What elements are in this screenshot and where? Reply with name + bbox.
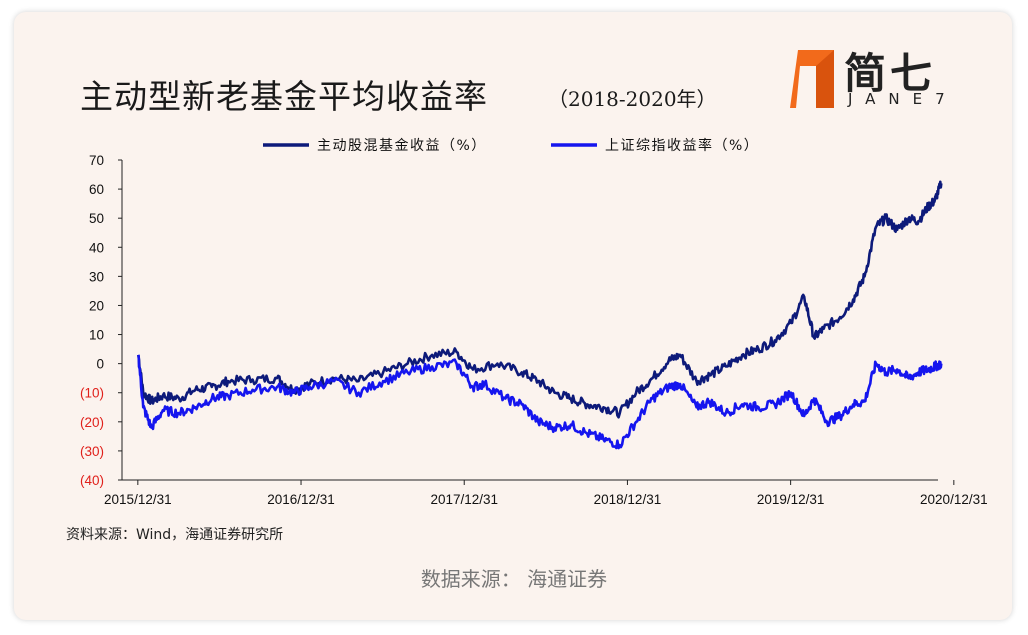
y-tick-label: (20) <box>80 415 104 430</box>
x-tick-label: 2016/12/31 <box>267 492 335 507</box>
y-tick-label: 60 <box>89 182 104 197</box>
x-tick-label: 2017/12/31 <box>430 492 498 507</box>
y-tick-label: 70 <box>89 153 104 168</box>
jane7-logo-mark-icon <box>790 50 834 108</box>
x-axis: 2015/12/31 2016/12/31 2017/12/31 2018/12/31… <box>104 479 988 507</box>
x-tick-label: 2019/12/31 <box>757 492 825 507</box>
footer-source: 数据来源： 海通证券 <box>420 567 608 591</box>
series-line-0 <box>137 180 943 419</box>
y-tick-label: 10 <box>89 328 104 343</box>
x-tick-label: 2015/12/31 <box>104 492 172 507</box>
chart-lines <box>137 180 943 450</box>
y-axis: 70 60 50 40 30 20 10 0 (10) (20) (30) (40) <box>80 153 123 488</box>
y-tick-label: (30) <box>80 444 104 459</box>
chart-subtitle: （2018-2020年） <box>548 87 717 111</box>
legend-label-0: 主动股混基金收益（%） <box>317 137 487 154</box>
y-tick-label: 50 <box>89 211 104 226</box>
logo-en-text: JANE7 <box>848 90 958 108</box>
series-line-1 <box>137 354 943 450</box>
y-tick-label: 40 <box>89 240 104 255</box>
y-tick-label: 20 <box>89 298 104 313</box>
source-note: 资料来源：Wind，海通证券研究所 <box>66 527 284 543</box>
y-tick-label: 0 <box>96 357 104 372</box>
chart-title: 主动型新老基金平均收益率 <box>80 77 488 116</box>
x-tick-label: 2018/12/31 <box>594 492 662 507</box>
legend-label-1: 上证综指收益率（%） <box>605 137 759 154</box>
jane7-logo: 简七 JANE7 <box>786 44 986 120</box>
y-tick-label: (40) <box>80 473 104 488</box>
chart-card <box>14 12 1012 620</box>
chart-legend: 主动股混基金收益（%） 上证综指收益率（%） <box>263 137 759 154</box>
x-tick-label: 2020/12/31 <box>920 492 988 507</box>
logo-cn-text: 简七 <box>844 49 937 98</box>
y-tick-label: 30 <box>89 269 104 284</box>
y-tick-label: (10) <box>80 386 104 401</box>
